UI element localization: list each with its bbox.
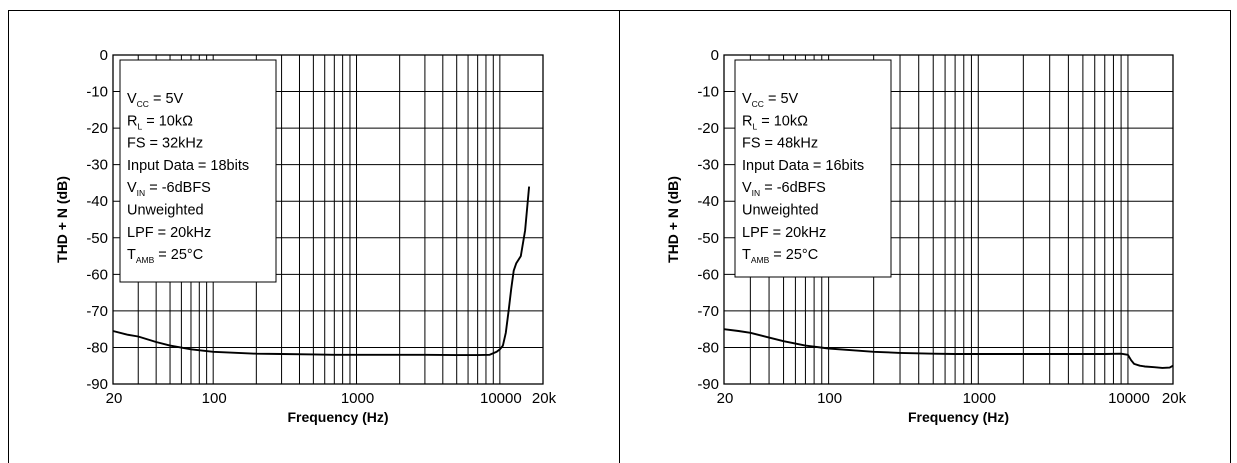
y-tick-label: -60 xyxy=(697,266,719,283)
condition-line: LPF = 20kHz xyxy=(742,225,826,241)
condition-value: = -6dBFS xyxy=(760,180,826,196)
x-axis-title: Frequency (Hz) xyxy=(908,409,1009,425)
condition-subscript: IN xyxy=(752,188,761,198)
condition-text: T xyxy=(127,247,136,263)
condition-line: VIN = -6dBFS xyxy=(742,180,826,198)
x-tick-label: 20k xyxy=(1162,390,1187,407)
x-tick-label: 100 xyxy=(817,390,842,407)
y-tick-label: -80 xyxy=(86,339,108,356)
condition-text: V xyxy=(742,180,752,196)
condition-subscript: L xyxy=(137,121,142,131)
condition-value: = 10kΩ xyxy=(142,113,193,129)
y-axis-title: THD + N (dB) xyxy=(54,176,70,263)
y-tick-label: -30 xyxy=(697,157,719,174)
y-tick-label: 0 xyxy=(100,47,108,64)
series-line xyxy=(723,328,1174,369)
y-tick-label: -60 xyxy=(86,266,108,283)
y-tick-label: -10 xyxy=(697,84,719,101)
condition-subscript: AMB xyxy=(751,255,770,265)
y-tick-label: -90 xyxy=(86,376,108,393)
y-tick-label: -30 xyxy=(86,157,108,174)
condition-line: VCC = 5V xyxy=(127,91,184,109)
condition-text: V xyxy=(127,91,137,107)
condition-text: Input Data = 16bits xyxy=(742,158,864,174)
condition-line: RL = 10kΩ xyxy=(742,113,808,131)
condition-subscript: AMB xyxy=(136,255,155,265)
condition-text: Unweighted xyxy=(127,203,204,219)
condition-subscript: L xyxy=(752,121,757,131)
condition-line: VIN = -6dBFS xyxy=(127,180,211,198)
y-tick-label: -80 xyxy=(697,339,719,356)
condition-value: = 25°C xyxy=(154,247,203,263)
y-tick-label: -10 xyxy=(86,84,108,101)
condition-value: = 10kΩ xyxy=(757,113,808,129)
y-tick-label: -70 xyxy=(86,303,108,320)
condition-line: VCC = 5V xyxy=(742,91,799,109)
x-tick-label: 1000 xyxy=(341,390,374,407)
x-tick-label: 10000 xyxy=(1108,390,1150,407)
conditions-box xyxy=(119,59,277,283)
condition-line: LPF = 20kHz xyxy=(127,225,211,241)
y-tick-label: -20 xyxy=(86,120,108,137)
condition-text: FS = 32kHz xyxy=(127,136,203,152)
conditions-box xyxy=(734,59,892,278)
condition-line: FS = 48kHz xyxy=(742,136,818,152)
x-tick-label: 20 xyxy=(106,390,123,407)
condition-text: FS = 48kHz xyxy=(742,136,818,152)
y-tick-label: -40 xyxy=(697,193,719,210)
condition-text: V xyxy=(127,180,137,196)
x-axis-title: Frequency (Hz) xyxy=(287,409,388,425)
condition-value: = -6dBFS xyxy=(145,180,211,196)
series-line xyxy=(112,186,531,357)
y-tick-label: -40 xyxy=(86,193,108,210)
condition-text: V xyxy=(742,91,752,107)
x-tick-label: 20k xyxy=(532,390,557,407)
condition-text: R xyxy=(127,113,137,129)
y-tick-label: -50 xyxy=(697,230,719,247)
y-tick-label: -50 xyxy=(86,230,108,247)
condition-line: FS = 32kHz xyxy=(127,136,203,152)
y-axis-title: THD + N (dB) xyxy=(665,176,681,263)
condition-line: Input Data = 16bits xyxy=(742,158,864,174)
condition-text: T xyxy=(742,247,751,263)
condition-line: RL = 10kΩ xyxy=(127,113,193,131)
condition-line: TAMB = 25°C xyxy=(127,247,203,265)
condition-text: Unweighted xyxy=(742,203,819,219)
x-tick-label: 1000 xyxy=(963,390,996,407)
condition-value: = 5V xyxy=(764,91,799,107)
condition-line: Unweighted xyxy=(742,203,819,219)
plot-area-frame xyxy=(723,54,1174,385)
condition-value: = 25°C xyxy=(769,247,818,263)
condition-subscript: CC xyxy=(137,99,149,109)
x-tick-label: 10000 xyxy=(480,390,522,407)
condition-line: Unweighted xyxy=(127,203,204,219)
y-tick-label: -70 xyxy=(697,303,719,320)
x-tick-label: 20 xyxy=(717,390,734,407)
condition-line: Input Data = 18bits xyxy=(127,158,249,174)
y-tick-label: 0 xyxy=(711,47,719,64)
condition-subscript: CC xyxy=(752,99,764,109)
condition-value: = 5V xyxy=(149,91,184,107)
y-tick-label: -20 xyxy=(697,120,719,137)
condition-text: LPF = 20kHz xyxy=(742,225,826,241)
x-tick-label: 100 xyxy=(202,390,227,407)
condition-line: TAMB = 25°C xyxy=(742,247,818,265)
condition-text: R xyxy=(742,113,752,129)
plot-area-frame xyxy=(112,54,544,385)
y-tick-label: -90 xyxy=(697,376,719,393)
condition-text: Input Data = 18bits xyxy=(127,158,249,174)
condition-subscript: IN xyxy=(137,188,146,198)
condition-text: LPF = 20kHz xyxy=(127,225,211,241)
